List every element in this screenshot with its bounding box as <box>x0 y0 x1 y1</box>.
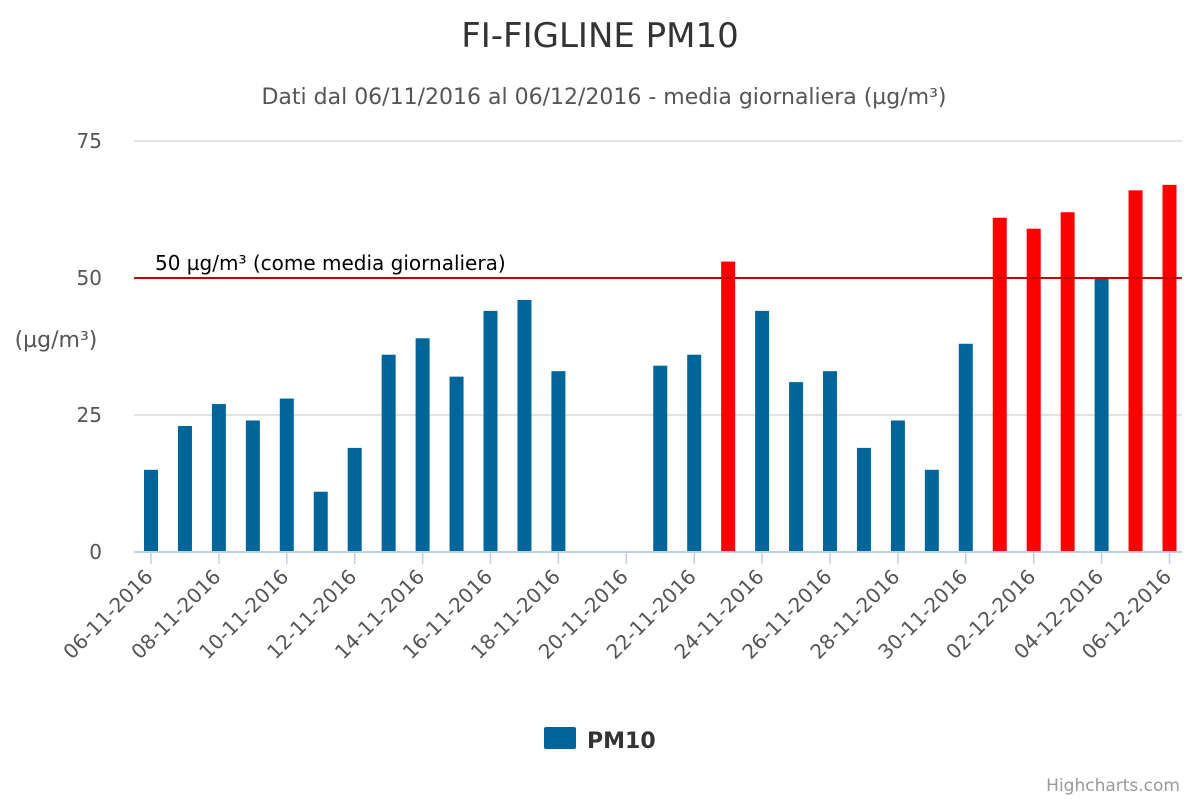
y-tick-label: 75 <box>77 129 102 153</box>
y-axis-title: (µg/m³) <box>15 328 98 353</box>
bar[interactable] <box>517 299 532 552</box>
bar[interactable] <box>415 338 430 552</box>
bar[interactable] <box>653 365 668 552</box>
threshold-label: 50 µg/m³ (come media giornaliera) <box>155 251 506 275</box>
credits-link[interactable]: Highcharts.com <box>1046 776 1180 796</box>
bar[interactable] <box>551 371 566 552</box>
bar[interactable] <box>1094 278 1109 552</box>
bar[interactable] <box>1060 212 1075 553</box>
bar[interactable] <box>755 310 770 552</box>
bar[interactable] <box>347 447 362 552</box>
legend-item-label[interactable]: PM10 <box>587 729 656 754</box>
bar[interactable] <box>1162 184 1177 552</box>
bar-series <box>144 184 1177 553</box>
y-tick-label: 50 <box>77 266 102 290</box>
bar[interactable] <box>789 382 804 552</box>
bar[interactable] <box>721 261 736 552</box>
bar[interactable] <box>687 354 702 552</box>
bar[interactable] <box>211 404 226 552</box>
legend-swatch[interactable] <box>544 727 576 749</box>
bar[interactable] <box>279 398 294 552</box>
bar[interactable] <box>1128 190 1143 552</box>
legend[interactable]: PM10 <box>544 727 656 754</box>
bar[interactable] <box>449 376 464 552</box>
bar[interactable] <box>245 420 260 552</box>
bar[interactable] <box>856 447 871 552</box>
bar[interactable] <box>1026 228 1041 552</box>
bar[interactable] <box>890 420 905 552</box>
y-tick-label: 25 <box>77 403 102 427</box>
bar[interactable] <box>924 469 939 552</box>
y-tick-label: 0 <box>89 540 102 564</box>
bar[interactable] <box>313 491 328 552</box>
bar[interactable] <box>144 469 158 552</box>
bar[interactable] <box>483 310 498 552</box>
chart-subtitle: Dati dal 06/11/2016 al 06/12/2016 - medi… <box>261 85 946 110</box>
bar[interactable] <box>958 343 973 552</box>
chart-title: FI-FIGLINE PM10 <box>461 16 739 56</box>
y-axis-ticks: 0 25 50 75 <box>77 129 102 564</box>
bar[interactable] <box>992 217 1007 552</box>
bar[interactable] <box>823 371 837 552</box>
bar[interactable] <box>381 354 396 552</box>
bar[interactable] <box>177 425 192 552</box>
